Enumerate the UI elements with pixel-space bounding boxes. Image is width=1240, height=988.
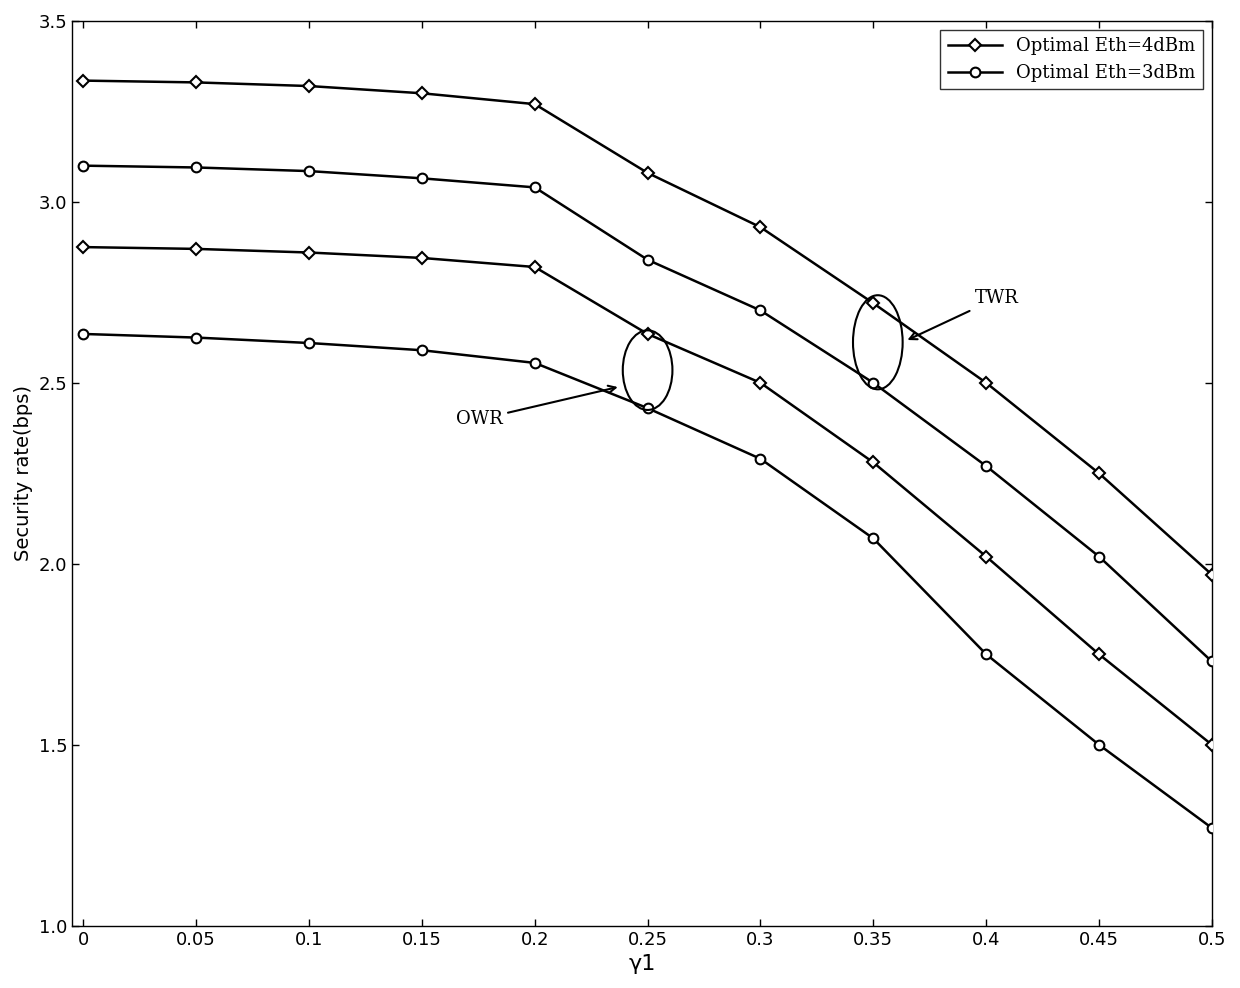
Y-axis label: Security rate(bps): Security rate(bps) bbox=[14, 385, 33, 561]
X-axis label: γ1: γ1 bbox=[629, 954, 656, 974]
Legend: Optimal Eth=4dBm, Optimal Eth=3dBm: Optimal Eth=4dBm, Optimal Eth=3dBm bbox=[940, 30, 1203, 89]
Text: OWR: OWR bbox=[456, 385, 615, 429]
Text: TWR: TWR bbox=[909, 289, 1019, 339]
